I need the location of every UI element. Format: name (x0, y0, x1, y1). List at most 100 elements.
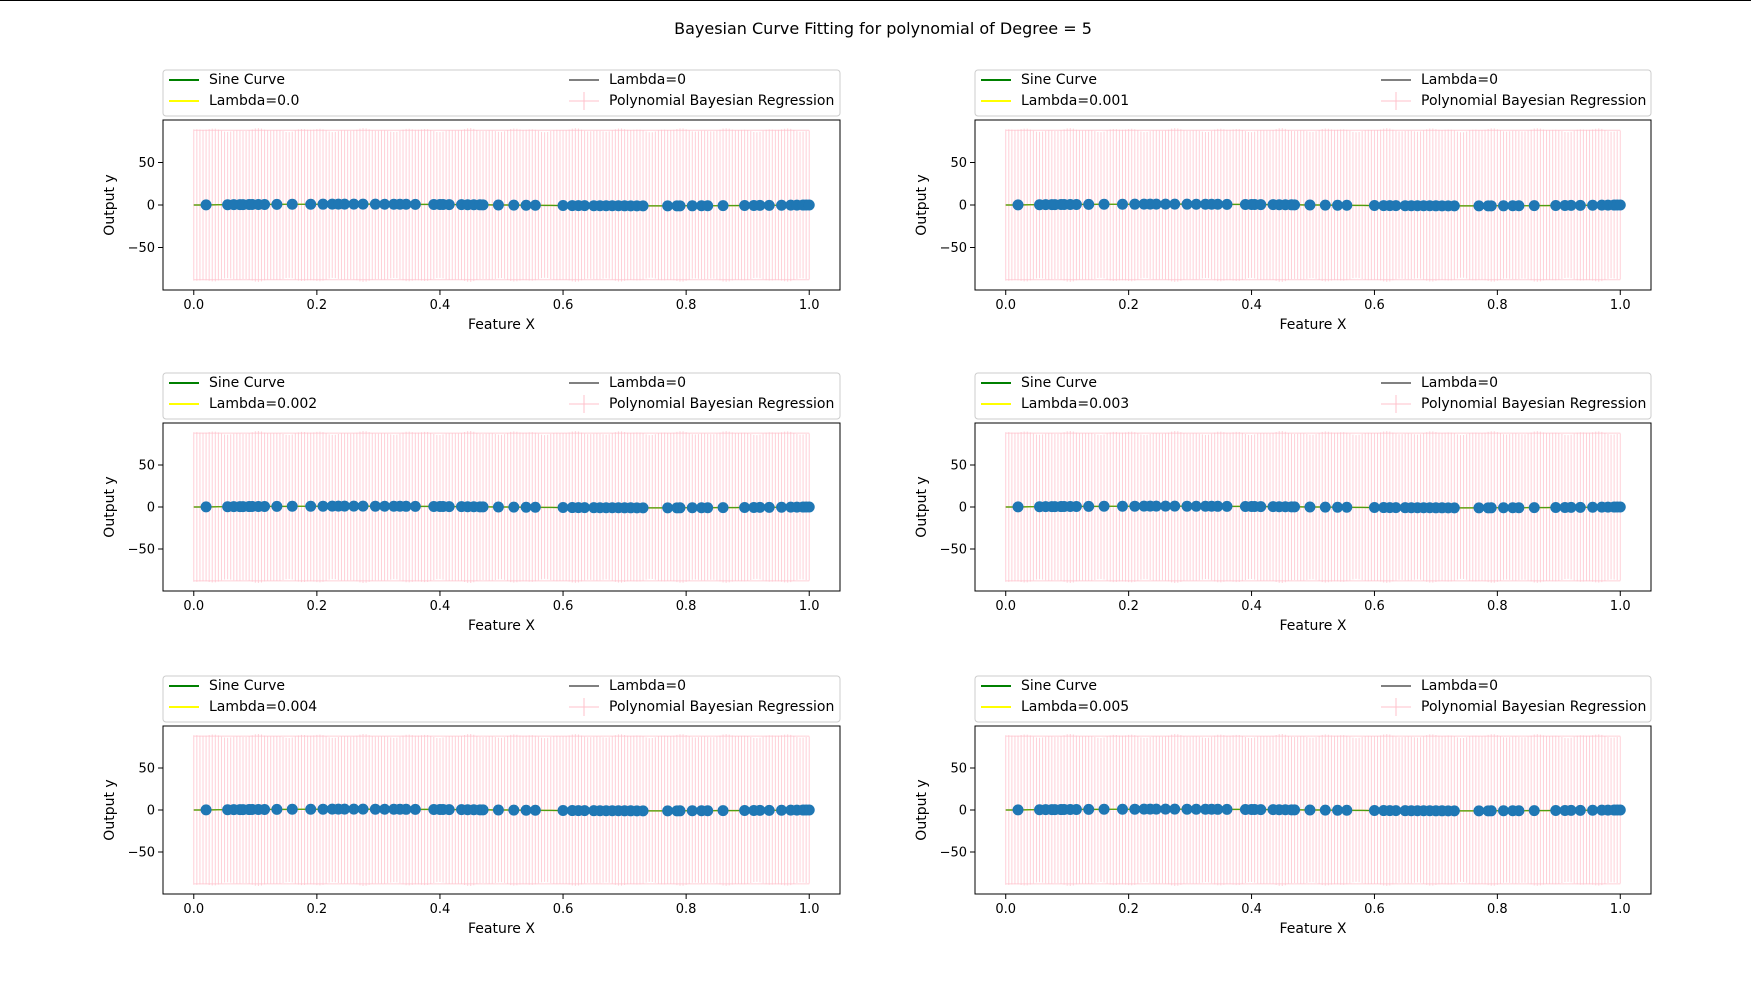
data-point (1513, 502, 1525, 514)
data-point (776, 199, 788, 211)
legend-label: Polynomial Bayesian Regression (609, 699, 834, 715)
data-point (1212, 803, 1224, 815)
x-tick-label: 0.8 (1487, 902, 1508, 917)
y-tick-label: −50 (940, 543, 967, 558)
legend-label: Sine Curve (209, 72, 285, 88)
x-tick-label: 0.2 (307, 298, 328, 313)
y-tick-label: 50 (950, 156, 967, 171)
x-tick-label: 0.0 (183, 902, 204, 917)
data-point (674, 200, 686, 212)
data-point (520, 804, 532, 816)
legend-item: Polynomial Bayesian Regression (569, 698, 834, 716)
data-point (1255, 199, 1267, 211)
data-point (557, 502, 569, 513)
data-point (763, 804, 775, 816)
data-point (1255, 501, 1267, 513)
legend-box (974, 69, 1652, 117)
x-tick-label: 0.4 (1241, 902, 1262, 917)
legend-box (974, 372, 1652, 420)
data-point (1550, 502, 1562, 513)
data-points (1012, 198, 1626, 212)
data-point (1150, 500, 1162, 512)
data-point (1070, 198, 1082, 210)
data-point (579, 502, 591, 514)
data-point (1614, 501, 1626, 513)
data-point (1565, 199, 1577, 211)
data-point (1319, 199, 1331, 211)
data-point (1129, 803, 1141, 815)
data-point (357, 500, 369, 512)
x-axis-label: Feature X (468, 317, 535, 333)
data-point (1150, 198, 1162, 210)
legend-item: Polynomial Bayesian Regression (1381, 698, 1646, 716)
data-point (1332, 199, 1344, 211)
data-point (339, 803, 351, 815)
data-point (357, 198, 369, 210)
data-point (1304, 501, 1316, 513)
y-tick-label: 50 (950, 762, 967, 777)
data-point (317, 198, 329, 210)
x-tick-label: 0.0 (183, 298, 204, 313)
data-point (1150, 803, 1162, 815)
data-point (1448, 805, 1460, 817)
data-point (1160, 803, 1172, 815)
y-axis-label: Output y (914, 476, 930, 537)
data-point (1212, 500, 1224, 512)
data-point (702, 200, 714, 212)
y-tick-label: 0 (959, 804, 967, 819)
data-point (662, 502, 674, 514)
legend-label: Polynomial Bayesian Regression (1421, 93, 1646, 109)
data-point (1255, 804, 1267, 816)
data-point (1319, 804, 1331, 816)
data-point (1160, 500, 1172, 512)
data-point (1319, 501, 1331, 513)
legend: Sine Curve Lambda=0.001 Lambda=0 Polynomial… (974, 69, 1652, 117)
y-tick-label: −50 (940, 241, 967, 256)
data-point (409, 198, 421, 210)
data-point (1083, 198, 1095, 210)
data-point (763, 199, 775, 211)
subplot-3: 0.0 0.2 0.4 0.6 0.8 1.0 50 0 −50 Feature X Output … (102, 372, 841, 634)
data-point (443, 501, 455, 513)
y-axis-label: Output y (914, 779, 930, 840)
x-tick-label: 0.4 (1241, 599, 1262, 614)
data-point (1289, 501, 1301, 513)
data-point (1012, 501, 1024, 513)
legend-item: Lambda=0.001 (981, 93, 1129, 109)
data-point (557, 805, 569, 816)
data-point (400, 500, 412, 512)
legend-item: Sine Curve (169, 678, 285, 694)
x-tick-label: 0.6 (1364, 902, 1385, 917)
legend-label: Polynomial Bayesian Regression (1421, 396, 1646, 412)
data-point (379, 198, 391, 210)
legend-item: Lambda=0.0 (169, 93, 299, 109)
subplot-4: 0.0 0.2 0.4 0.6 0.8 1.0 50 0 −50 Feature X Output … (914, 372, 1652, 634)
legend-label: Polynomial Bayesian Regression (609, 396, 834, 412)
data-point (1289, 804, 1301, 816)
legend-label: Sine Curve (1021, 72, 1097, 88)
data-point (1528, 502, 1540, 514)
data-point (637, 502, 649, 514)
legend-label: Lambda=0.005 (1021, 699, 1129, 715)
y-axis-label: Output y (102, 779, 118, 840)
data-point (1574, 199, 1586, 211)
data-point (1212, 198, 1224, 210)
data-point (1160, 198, 1172, 210)
data-point (1221, 500, 1233, 512)
legend-label: Polynomial Bayesian Regression (1421, 699, 1646, 715)
data-point (271, 500, 283, 512)
data-point (1341, 804, 1353, 816)
data-point (529, 501, 541, 513)
data-point (1574, 804, 1586, 816)
data-point (1550, 200, 1562, 211)
data-point (637, 200, 649, 212)
data-point (271, 198, 283, 210)
data-points (1012, 500, 1626, 514)
data-point (305, 803, 317, 815)
data-point (286, 500, 298, 512)
data-point (339, 198, 351, 210)
data-point (1528, 200, 1540, 212)
data-point (369, 198, 381, 210)
data-point (674, 502, 686, 514)
